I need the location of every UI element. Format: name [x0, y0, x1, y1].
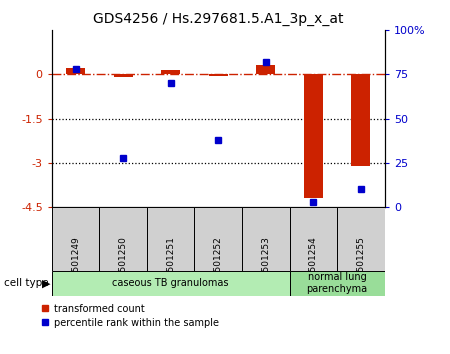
Text: GSM501252: GSM501252: [214, 236, 223, 291]
Bar: [304, 74, 323, 198]
Text: normal lung
parenchyma: normal lung parenchyma: [306, 272, 368, 294]
Bar: [209, 74, 228, 76]
Bar: [66, 68, 85, 74]
Legend: transformed count, percentile rank within the sample: transformed count, percentile rank withi…: [41, 304, 219, 328]
Bar: [351, 74, 370, 166]
Bar: [242, 207, 290, 271]
Text: cell type: cell type: [4, 278, 49, 288]
Bar: [99, 207, 147, 271]
Bar: [161, 70, 180, 74]
Bar: [113, 74, 133, 77]
Bar: [147, 207, 194, 271]
Title: GDS4256 / Hs.297681.5.A1_3p_x_at: GDS4256 / Hs.297681.5.A1_3p_x_at: [93, 12, 343, 26]
Bar: [256, 65, 275, 74]
Bar: [290, 271, 385, 296]
Text: GSM501250: GSM501250: [119, 236, 128, 291]
Bar: [290, 207, 337, 271]
Text: GSM501253: GSM501253: [261, 236, 270, 291]
Text: caseous TB granulomas: caseous TB granulomas: [112, 278, 229, 288]
Bar: [337, 207, 385, 271]
Text: GSM501251: GSM501251: [166, 236, 175, 291]
Text: GSM501255: GSM501255: [356, 236, 365, 291]
Text: ▶: ▶: [42, 278, 50, 288]
Bar: [194, 207, 242, 271]
Text: GSM501254: GSM501254: [309, 236, 318, 291]
Bar: [52, 207, 99, 271]
Bar: [52, 271, 290, 296]
Text: GSM501249: GSM501249: [71, 236, 80, 291]
